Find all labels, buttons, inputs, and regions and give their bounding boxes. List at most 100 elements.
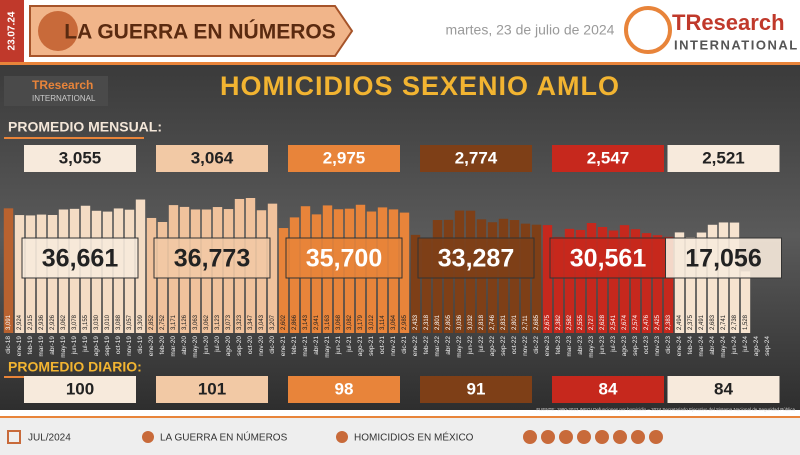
x-tick-label: ene-23: [544, 336, 551, 357]
banner: [29, 5, 354, 57]
x-tick-label: ago-22: [489, 336, 496, 357]
monthly-average-label: 2,774: [455, 148, 498, 167]
x-tick-label: dic-23: [665, 336, 672, 354]
value-label: 2,674: [622, 314, 628, 330]
x-tick-label: jul-22: [478, 336, 485, 353]
x-tick-label: ene-24: [676, 336, 683, 357]
total-box: [549, 237, 667, 279]
value-label: 2,924: [17, 314, 23, 330]
x-tick-label: ene-20: [148, 336, 155, 357]
daily-average-label: 100: [66, 379, 94, 398]
daily-average-box: [24, 376, 136, 403]
x-tick-label: dic-21: [401, 336, 408, 354]
bar: [399, 212, 410, 333]
x-tick-label: may-23: [588, 336, 595, 358]
value-label: 3,323: [237, 314, 243, 330]
value-label: 2,818: [479, 314, 485, 330]
footer-item: HOMICIDIOS EN MÉXICO: [354, 431, 474, 444]
x-tick-label: may-20: [192, 336, 199, 358]
x-tick-label: oct-20: [247, 336, 254, 354]
value-label: 2,738: [732, 314, 738, 330]
social-icons: [523, 430, 663, 444]
monthly-average-box: [552, 145, 664, 172]
value-label: 2,491: [699, 314, 705, 330]
x-tick-label: feb-24: [687, 336, 694, 355]
value-label: 2,383: [666, 314, 672, 330]
daily-average-label: 84: [714, 379, 733, 398]
logo-ring: [624, 6, 672, 54]
bar: [696, 232, 707, 333]
total-label: 30,561: [570, 245, 647, 273]
x-tick-label: jun-20: [203, 336, 210, 355]
bar: [267, 203, 278, 333]
monthly-average-label: 3,055: [59, 148, 102, 167]
x-tick-label: abr-21: [313, 336, 320, 355]
value-label: 3,030: [94, 314, 100, 330]
x-tick-label: mar-21: [302, 336, 309, 357]
x-tick-label: may-21: [324, 336, 331, 358]
x-tick-label: sep-22: [500, 336, 507, 356]
footer-item: LA GUERRA EN NÚMEROS: [160, 431, 288, 444]
value-label: 2,685: [534, 314, 540, 330]
x-tick-label: sep-19: [104, 336, 111, 356]
value-label: 3,073: [226, 314, 232, 330]
value-label: 3,207: [270, 314, 276, 330]
value-label: 3,155: [83, 314, 89, 330]
bar: [641, 233, 652, 333]
x-tick-label: ago-19: [93, 336, 100, 357]
chart-title: HOMICIDIOS SEXENIO AMLO: [220, 71, 620, 101]
x-tick-label: mar-23: [566, 336, 573, 357]
value-label: 2,711: [523, 315, 529, 330]
x-tick-label: jul-23: [610, 336, 617, 353]
x-tick-label: ene-22: [412, 336, 419, 357]
x-tick-label: jul-24: [742, 336, 749, 353]
total-box: [665, 237, 782, 279]
daily-average-box: [552, 376, 664, 403]
value-label: 2,375: [688, 314, 694, 330]
x-tick-label: sep-23: [632, 336, 639, 356]
x-tick-label: mar-24: [698, 336, 705, 357]
x-tick-label: ago-23: [621, 336, 628, 357]
bar: [421, 239, 432, 333]
value-label: 2,675: [545, 314, 551, 330]
monthly-average-label: 2,521: [702, 148, 745, 167]
bar: [663, 236, 674, 333]
value-label: 2,541: [611, 314, 617, 330]
x-tick-label: jun-21: [335, 336, 342, 355]
value-label: 2,936: [39, 314, 45, 330]
bar: [3, 208, 14, 333]
daily-average-label: 98: [335, 379, 354, 398]
value-label: 3,068: [336, 314, 342, 330]
value-label: 3,010: [105, 314, 111, 330]
value-label: 2,582: [567, 314, 573, 330]
daily-average-label: 101: [198, 379, 226, 398]
value-label: 2,494: [677, 314, 683, 330]
daily-average-box: [156, 376, 268, 403]
value-label: 2,926: [50, 314, 56, 330]
bar: [14, 215, 25, 333]
bar: [608, 230, 619, 333]
value-label: 3,078: [72, 314, 78, 330]
total-box: [417, 237, 535, 279]
value-label: 2,831: [501, 314, 507, 330]
x-tick-label: feb-19: [27, 336, 34, 355]
bar: [410, 234, 421, 333]
x-tick-label: oct-22: [511, 336, 518, 354]
value-label: 3,126: [182, 314, 188, 330]
x-tick-label: dic-22: [533, 336, 540, 354]
x-tick-label: mar-20: [170, 336, 177, 357]
x-tick-label: jul-20: [214, 336, 221, 353]
footer-icon: [336, 431, 348, 443]
bar: [542, 225, 553, 333]
logo-name: TResearch: [672, 10, 785, 35]
daily-average-box: [288, 376, 400, 403]
x-tick-label: oct-23: [643, 336, 650, 354]
value-label: 1,528: [743, 314, 749, 330]
value-label: 2,801: [435, 314, 441, 330]
daily-average-label: 84: [599, 379, 618, 398]
monthly-average-box: [156, 145, 268, 172]
x-tick-label: dic-20: [269, 336, 276, 354]
x-tick-label: may-22: [456, 336, 463, 358]
bar: [674, 232, 685, 333]
x-tick-label: sep-24: [764, 336, 771, 356]
